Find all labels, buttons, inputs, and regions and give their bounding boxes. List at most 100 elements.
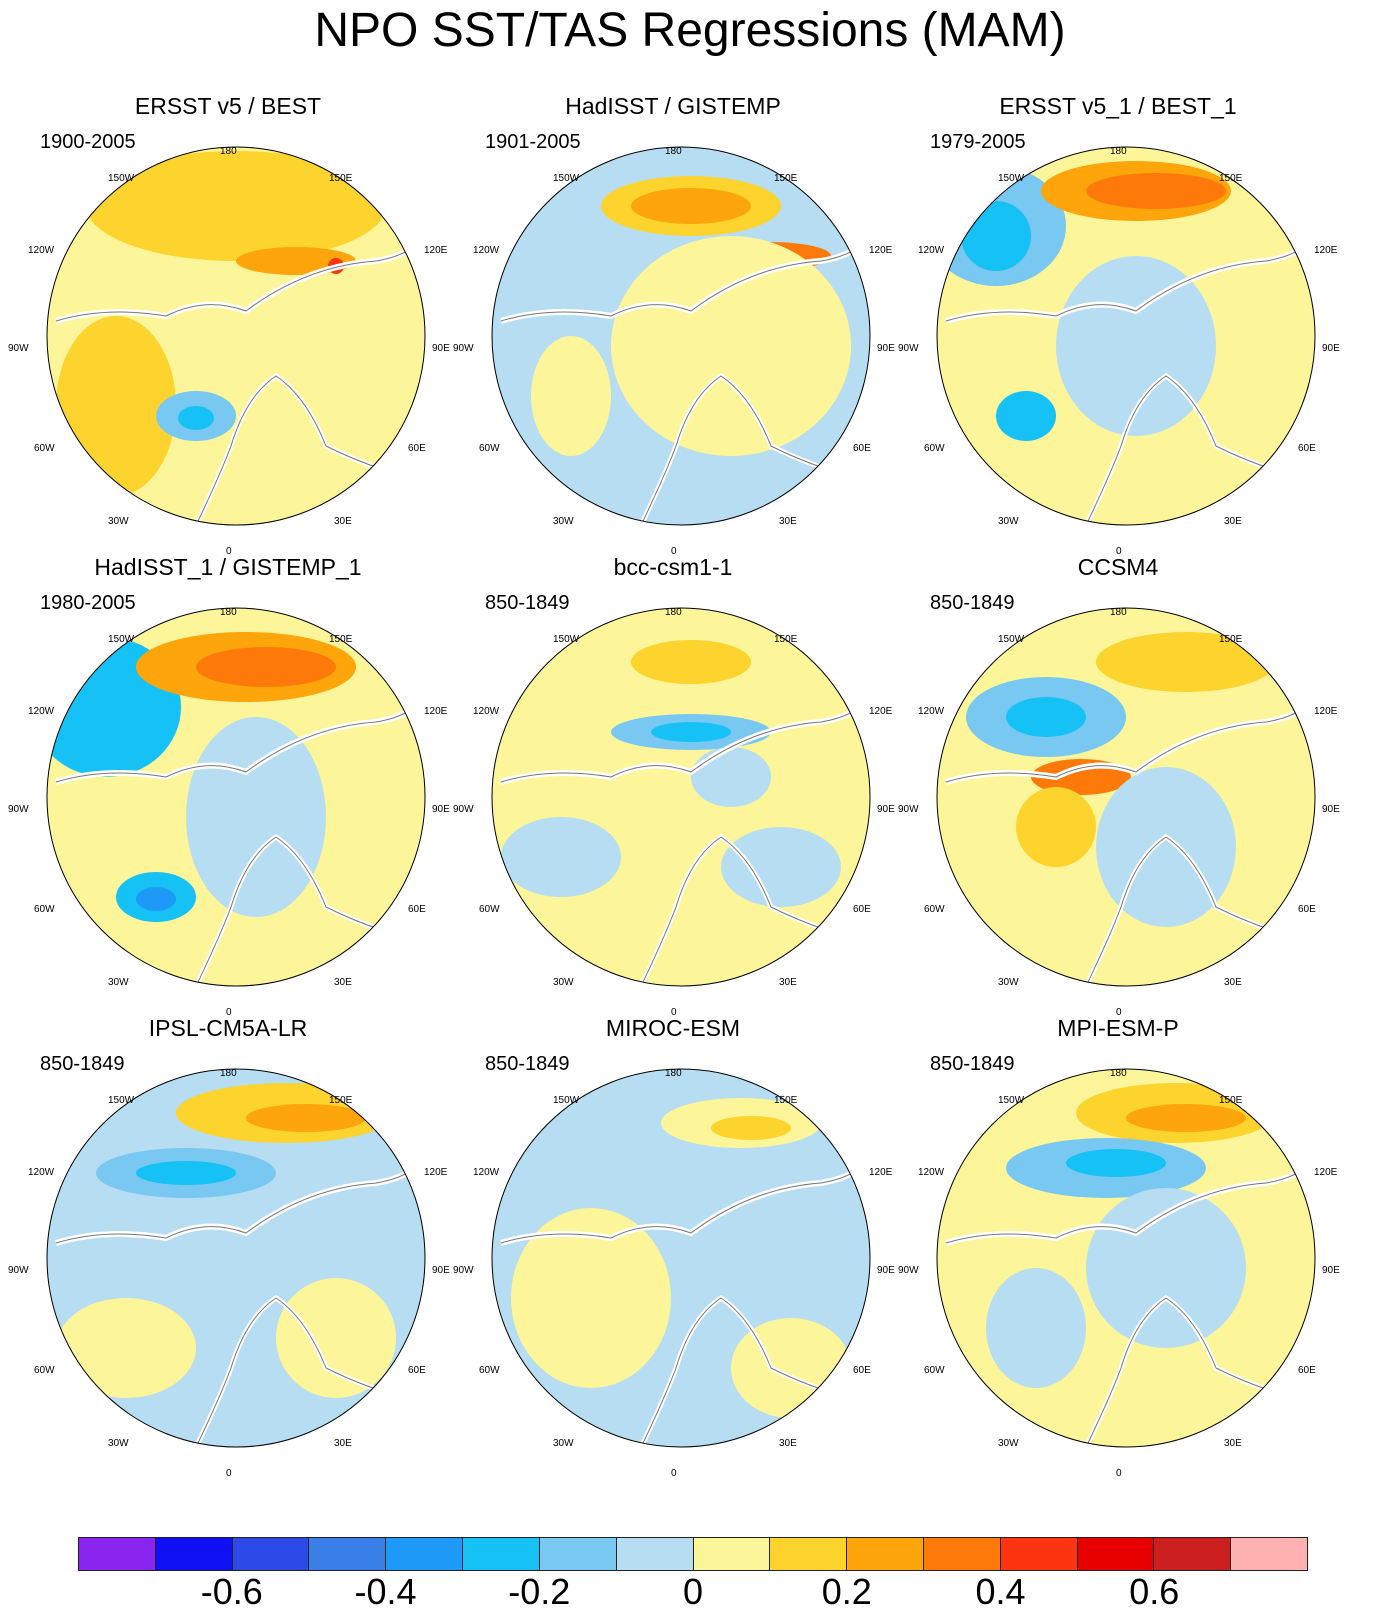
coastline (55, 1162, 422, 1244)
colorbar-label: -0.4 (354, 1571, 417, 1612)
colorbar-label: 0.4 (975, 1571, 1026, 1612)
longitude-label: 90E (1322, 804, 1340, 815)
coastline (945, 240, 1312, 322)
longitude-label: 120W (473, 706, 500, 717)
longitude-label: 90E (877, 343, 895, 354)
longitude-label: 150E (774, 634, 798, 645)
longitude-label: 90E (432, 343, 450, 354)
longitude-label: 180 (1110, 1068, 1127, 1079)
anomaly-region (178, 406, 214, 430)
longitude-label: 60W (924, 443, 945, 454)
longitude-label: 60E (1298, 1365, 1316, 1376)
polar-map (46, 146, 426, 526)
longitude-label: 120W (28, 245, 55, 256)
panel-period: 1979-2005 (930, 131, 1026, 153)
longitude-label: 120E (869, 706, 893, 717)
colorbar-box (309, 1538, 387, 1570)
panel-period: 1900-2005 (40, 131, 136, 153)
longitude-label: 120W (918, 1167, 945, 1178)
longitude-label: 0 (671, 1468, 677, 1479)
anomaly-region (501, 817, 621, 897)
longitude-label: 30W (108, 516, 129, 527)
panel-period: 850-1849 (485, 1053, 570, 1075)
map-panel: HadISST_1 / GISTEMP_1 1980-2005 180 150E 120… (8, 553, 450, 1023)
longitude-label: 30E (1224, 516, 1242, 527)
longitude-label: 90W (898, 1265, 919, 1276)
colorbar-box (923, 1538, 1001, 1570)
longitude-label: 180 (1110, 146, 1127, 157)
longitude-label: 30W (108, 1438, 129, 1449)
anomaly-region (651, 722, 731, 742)
longitude-label: 60E (408, 1365, 426, 1376)
colorbar-box (693, 1538, 771, 1570)
panel-period: 850-1849 (930, 1053, 1015, 1075)
figure-title: NPO SST/TAS Regressions (MAM) (314, 4, 1066, 57)
longitude-label: 60W (924, 904, 945, 915)
longitude-label: 90W (898, 343, 919, 354)
colorbar (78, 1537, 1308, 1571)
longitude-label: 0 (1116, 546, 1122, 557)
anomaly-region (631, 640, 751, 684)
panel-title: ERSST v5 / BEST (134, 93, 322, 119)
panel-period: 850-1849 (40, 1053, 125, 1075)
anomaly-region (56, 316, 176, 496)
longitude-label: 30W (553, 516, 574, 527)
longitude-label: 30E (334, 1438, 352, 1449)
map-border (46, 607, 426, 987)
colorbar-box (386, 1538, 464, 1570)
longitude-label: 0 (226, 1468, 232, 1479)
map-panel: ERSST v5_1 / BEST_1 1979-2005 180 150E 120E 9… (898, 92, 1340, 562)
colorbar-label: 0.6 (1129, 1571, 1180, 1612)
longitude-label: 30E (779, 1438, 797, 1449)
longitude-label: 90W (8, 804, 29, 815)
longitude-label: 0 (226, 546, 232, 557)
longitude-label: 120E (869, 1167, 893, 1178)
longitude-label: 120E (424, 706, 448, 717)
polar-map (491, 1068, 871, 1448)
longitude-label: 60W (34, 904, 55, 915)
longitude-label: 150W (553, 173, 580, 184)
anomaly-region (276, 1278, 396, 1398)
longitude-label: 120E (1314, 706, 1338, 717)
longitude-label: 30E (779, 977, 797, 988)
longitude-label: 180 (220, 1068, 237, 1079)
longitude-label: 150W (998, 1095, 1025, 1106)
longitude-label: 120E (869, 245, 893, 256)
panel-title: IPSL-CM5A-LR (148, 1015, 308, 1041)
panel-title: ERSST v5_1 / BEST_1 (999, 93, 1237, 119)
map-panel: HadISST / GISTEMP 1901-2005 180 150E 120E 90E… (453, 92, 895, 562)
longitude-label: 60W (479, 1365, 500, 1376)
longitude-label: 60E (853, 1365, 871, 1376)
anomaly-region (721, 827, 841, 907)
longitude-label: 90E (877, 1265, 895, 1276)
longitude-label: 90W (8, 1265, 29, 1276)
longitude-label: 180 (1110, 607, 1127, 618)
colorbar-box (1000, 1538, 1078, 1570)
longitude-label: 150W (553, 634, 580, 645)
longitude-label: 0 (671, 546, 677, 557)
longitude-label: 120E (424, 1167, 448, 1178)
anomaly-region (611, 236, 851, 456)
coastline (945, 1162, 1312, 1244)
map-panel: ERSST v5 / BEST 1900-2005 180 150E 120E 90E 60… (8, 92, 450, 562)
longitude-label: 180 (665, 1068, 682, 1079)
polar-map (491, 607, 871, 987)
anomaly-region (1096, 767, 1236, 927)
longitude-label: 30W (998, 977, 1019, 988)
map-panel: IPSL-CM5A-LR 850-1849 180 150E 120E 90E 60E 30E… (8, 1014, 450, 1484)
longitude-label: 30E (1224, 977, 1242, 988)
anomaly-region (136, 887, 176, 911)
longitude-label: 120E (1314, 245, 1338, 256)
longitude-label: 60E (408, 443, 426, 454)
longitude-label: 150E (774, 173, 798, 184)
anomaly-region (511, 1208, 671, 1388)
longitude-label: 30W (553, 977, 574, 988)
anomaly-region (731, 1318, 851, 1418)
longitude-label: 180 (665, 607, 682, 618)
anomaly-region (531, 336, 611, 456)
polar-map (936, 607, 1316, 987)
map-border (936, 1068, 1316, 1448)
longitude-label: 120W (473, 245, 500, 256)
longitude-label: 30W (553, 1438, 574, 1449)
anomaly-region (1086, 173, 1226, 209)
